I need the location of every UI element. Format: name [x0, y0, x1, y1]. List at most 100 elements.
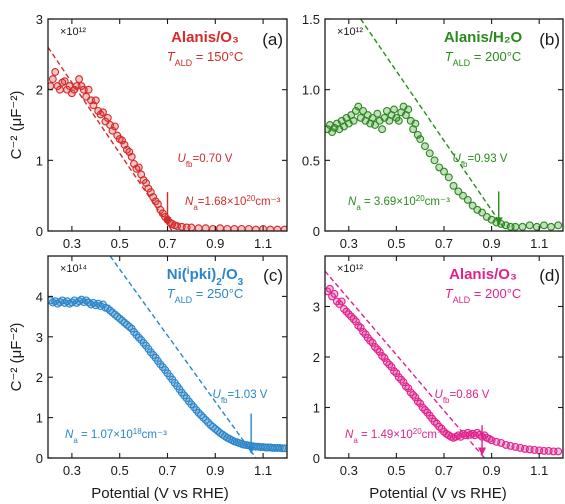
data-point — [273, 225, 282, 231]
axis-multiplier: ×10¹² — [337, 263, 363, 275]
x-tick-label: 0.5 — [111, 463, 129, 478]
y-tick-label: 0.5 — [302, 153, 320, 168]
data-point — [373, 109, 382, 118]
data-point — [404, 384, 413, 393]
data-point — [91, 96, 100, 105]
data-point — [421, 142, 429, 151]
data-point — [394, 116, 403, 125]
data-point — [532, 222, 541, 231]
data-point — [411, 393, 420, 402]
panel-title: Alanis/O₃ — [171, 29, 239, 46]
data-point — [280, 225, 287, 231]
data-point — [328, 128, 337, 137]
y-axis-label-bottom: C⁻² (μF⁻²) — [8, 323, 25, 392]
x-tick-label: 0.7 — [435, 463, 453, 478]
axis-multiplier: ×10¹⁴ — [60, 263, 87, 275]
x-axis-label-right: Potential (V vs RHE) — [369, 485, 507, 502]
y-tick-label: 1.0 — [302, 83, 320, 98]
panel-d: 0.3 0.5 0.7 0.9 1.1 0 1 2 3 ×10¹² (d) Alanis/O₃ TALD… — [313, 255, 564, 478]
data-point — [375, 347, 384, 356]
data-point — [416, 135, 425, 144]
axis-multiplier: ×10¹² — [337, 26, 363, 38]
y-tick-label: 1 — [313, 401, 320, 416]
data-point — [266, 225, 275, 231]
data-point — [390, 105, 398, 114]
data-point — [435, 163, 444, 172]
data-point — [368, 113, 377, 122]
data-points — [48, 295, 287, 453]
y-tick-label: 0 — [313, 224, 320, 239]
x-axis-label-left: Potential (V vs RHE) — [91, 485, 229, 502]
data-point — [444, 173, 453, 182]
panel-letter: (c) — [263, 266, 283, 285]
data-point — [554, 221, 563, 230]
ufb-arrow-head — [478, 447, 487, 456]
data-point — [380, 354, 389, 362]
data-point — [404, 105, 413, 114]
data-point — [454, 187, 463, 196]
y-tick-label: 2 — [36, 83, 43, 98]
x-tick-label: 1.1 — [530, 463, 548, 478]
y-tick-label: 3 — [36, 12, 43, 27]
fit-line — [109, 256, 257, 458]
y-axis-label-top: C⁻² (μF⁻²) — [8, 91, 25, 160]
data-point — [84, 85, 93, 94]
x-tick-label: 1.1 — [254, 236, 272, 251]
ufb-label: Ufb=0.86 V — [435, 389, 490, 405]
y-tick-label: 3 — [313, 300, 320, 315]
panel-letter: (d) — [539, 266, 560, 285]
x-tick-label: 1.1 — [254, 463, 272, 478]
x-tick-label: 0.9 — [206, 236, 224, 251]
na-label: Na = 1.07×1018cm⁻³ — [65, 427, 167, 445]
data-point — [416, 399, 425, 408]
fit-line — [360, 19, 507, 231]
x-tick-label: 0.3 — [340, 236, 358, 251]
na-label: Na = 1.49×1020cm⁻³ — [345, 427, 447, 445]
data-point — [511, 222, 520, 231]
panel-c: 0.3 0.5 0.7 0.9 1.1 0 1 2 3 4 ×10¹⁴ (c) Ni(ipki)2/O3… — [36, 255, 288, 478]
x-tick-label: 0.3 — [63, 463, 81, 478]
ufb-label: Ufb=0.70 V — [178, 153, 233, 169]
data-point — [349, 116, 358, 125]
y-tick-label: 2 — [36, 370, 43, 385]
data-point — [354, 102, 363, 111]
panel-b: 0.3 0.5 0.7 0.9 1.1 0 0.5 1.0 1.5 ×10¹² (b) Alanis/… — [302, 12, 564, 251]
y-tick-label: 1 — [36, 411, 43, 426]
ufb-arrow-head — [494, 217, 503, 226]
x-tick-label: 0.9 — [483, 463, 501, 478]
data-point — [425, 149, 434, 158]
data-points — [325, 284, 563, 456]
x-tick-label: 1.1 — [530, 236, 548, 251]
x-tick-label: 0.7 — [435, 236, 453, 251]
panel-subtitle: TALD = 200°C — [445, 49, 522, 68]
panel-letter: (a) — [262, 30, 283, 49]
data-point — [463, 195, 472, 204]
data-point — [330, 289, 339, 298]
data-point — [399, 378, 408, 387]
data-points — [325, 102, 563, 231]
x-tick-label: 0.5 — [387, 236, 405, 251]
data-point — [118, 136, 127, 145]
panel-subtitle: TALD = 200°C — [445, 286, 522, 305]
data-point — [392, 369, 401, 378]
x-tick-label: 0.9 — [206, 463, 224, 478]
data-point — [110, 122, 119, 131]
data-point — [108, 126, 117, 135]
y-tick-label: 0 — [36, 451, 43, 466]
data-point — [187, 223, 196, 231]
panel-letter: (b) — [539, 30, 560, 49]
x-tick-label: 0.5 — [111, 236, 129, 251]
data-point — [478, 208, 487, 217]
data-point — [413, 130, 422, 139]
data-point — [278, 444, 287, 453]
y-tick-label: 0 — [313, 451, 320, 466]
data-point — [440, 167, 448, 176]
data-point — [48, 75, 57, 84]
panel-subtitle: TALD = 150°C — [167, 49, 244, 68]
y-tick-label: 3 — [36, 330, 43, 345]
x-tick-label: 0.7 — [158, 236, 176, 251]
data-point — [449, 181, 458, 190]
na-label: Na=1.68×1020cm⁻³ — [185, 194, 281, 212]
panel-a: 0.3 0.5 0.7 0.9 1.1 0 1 2 3 ×10¹² (a) Alanis/O₃ TALD… — [36, 12, 288, 251]
